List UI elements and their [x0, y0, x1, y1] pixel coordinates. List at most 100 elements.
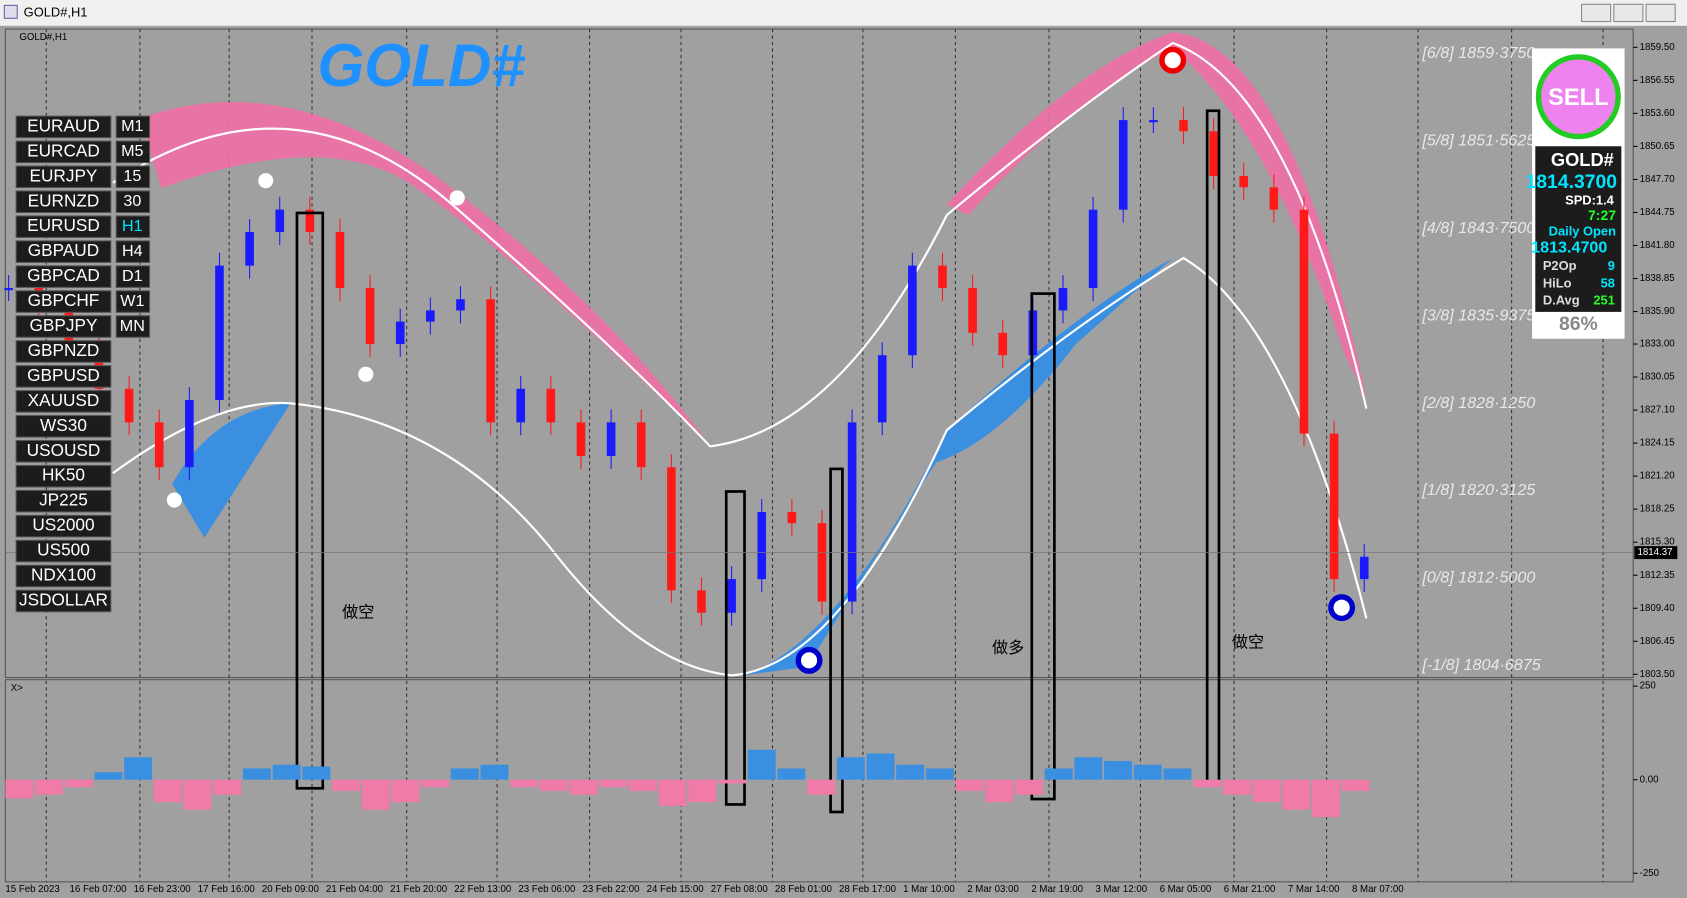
axes: 1859.50 1856.55 1853.60 1850.65 1847.70 1844.… [5, 42, 1678, 895]
timeframe-button[interactable] [115, 315, 151, 338]
candle [1179, 120, 1188, 132]
symbol-button[interactable] [15, 539, 112, 563]
symbol-label[interactable]: USOUSD [27, 440, 101, 460]
symbol-label[interactable]: GBPCAD [27, 265, 100, 285]
current-price-label: 1814.37 [1638, 547, 1673, 558]
symbol-label[interactable]: US500 [37, 540, 90, 560]
symbol-label[interactable]: GBPAUD [28, 240, 99, 260]
symbol-label[interactable]: JSDOLLAR [19, 590, 108, 610]
timeframe-label[interactable]: M5 [121, 142, 143, 160]
symbol-button[interactable] [15, 140, 112, 164]
y-tick-label: 1833.00 [1640, 339, 1675, 350]
timeframe-button[interactable] [115, 190, 151, 214]
osc-tick-label: 250 [1640, 681, 1656, 692]
symbol-button[interactable] [15, 464, 112, 488]
timeframe-label[interactable]: 15 [123, 167, 141, 185]
symbol-label[interactable]: EURAUD [27, 115, 100, 135]
timeframe-label[interactable]: W1 [120, 292, 144, 310]
symbol-button[interactable] [15, 365, 112, 388]
osc-bar [985, 779, 1014, 803]
candle [1088, 209, 1098, 289]
window-buttons[interactable] [1581, 3, 1676, 23]
osc-bar [1252, 779, 1281, 803]
x-tick-label: 23 Feb 06:00 [518, 884, 575, 895]
symbol-button[interactable] [15, 115, 112, 139]
candle [1058, 288, 1068, 311]
timeframe-button[interactable] [115, 265, 151, 288]
symbol-label[interactable]: WS30 [40, 415, 87, 435]
candle [4, 288, 13, 291]
panel-timer: 7:27 [1588, 207, 1616, 223]
candle [998, 332, 1008, 356]
symbol-label[interactable]: XAUUSD [28, 390, 100, 410]
timeframe-button[interactable] [115, 165, 151, 189]
timeframe-button[interactable] [115, 215, 151, 238]
osc-bar [955, 779, 984, 791]
x-tick-label: 21 Feb 04:00 [326, 884, 383, 895]
symbol-label[interactable]: EURUSD [27, 215, 100, 235]
candle [938, 265, 947, 289]
symbol-label[interactable]: JP225 [39, 490, 88, 510]
close-button[interactable] [1645, 3, 1676, 23]
osc-bar [1311, 779, 1340, 818]
symbol-list[interactable]: EURAUD EURCAD EURJPY EURNZD EURUSD GBPAUD GBPC… [15, 115, 151, 613]
symbol-label[interactable]: EURJPY [30, 165, 98, 185]
symbol-button[interactable] [15, 415, 112, 438]
candle [1329, 433, 1339, 580]
symbol-label[interactable]: GBPCHF [28, 290, 100, 310]
symbol-label[interactable]: GBPUSD [27, 365, 100, 385]
osc-bar [1193, 779, 1222, 788]
symbol-button[interactable] [15, 589, 112, 613]
symbol-button[interactable] [15, 340, 112, 363]
timeframe-label[interactable]: H1 [122, 217, 143, 235]
symbol-button[interactable] [15, 564, 112, 588]
symbol-label[interactable]: GBPNZD [28, 340, 100, 360]
osc-bar [925, 768, 954, 780]
timeframe-button[interactable] [115, 140, 151, 164]
timeframe-button[interactable] [115, 240, 151, 263]
signal-badge [1535, 54, 1621, 140]
osc-bar [1222, 779, 1251, 795]
symbol-label[interactable]: GBPJPY [30, 315, 98, 335]
symbol-button[interactable] [15, 439, 112, 463]
symbol-label[interactable]: HK50 [42, 465, 85, 485]
symbol-button[interactable] [15, 489, 112, 513]
x-tick-label: 20 Feb 09:00 [262, 884, 319, 895]
stat-label: P2Op [1543, 258, 1577, 273]
symbol-button[interactable] [15, 190, 112, 214]
symbol-button[interactable] [15, 315, 112, 338]
symbol-button[interactable] [15, 265, 112, 288]
timeframe-button[interactable] [115, 115, 151, 139]
timeframe-label[interactable]: M1 [121, 117, 143, 135]
osc-tick-label: -250 [1640, 868, 1659, 879]
timeframe-label[interactable]: MN [120, 317, 145, 335]
symbol-button[interactable] [15, 290, 112, 313]
symbol-button[interactable] [15, 165, 112, 189]
candle [787, 511, 797, 524]
panel-price: 1814.3700 [1526, 171, 1618, 193]
y-tick-label: 1824.15 [1640, 438, 1675, 449]
maximize-button[interactable] [1613, 3, 1644, 23]
symbol-button[interactable] [15, 390, 112, 413]
symbol-label[interactable]: EURCAD [27, 140, 100, 160]
symbol-label[interactable]: EURNZD [28, 190, 100, 210]
timeframe-button[interactable] [115, 290, 151, 313]
symbol-button[interactable] [15, 514, 112, 538]
y-tick-label: 1856.55 [1640, 75, 1675, 86]
osc-bar [361, 779, 390, 810]
timeframe-label[interactable]: 30 [123, 192, 141, 210]
minimize-button[interactable] [1581, 3, 1612, 23]
timeframe-label[interactable]: D1 [122, 267, 143, 285]
symbol-button[interactable] [15, 215, 112, 238]
candle [456, 299, 465, 311]
candle [1118, 120, 1128, 210]
timeframe-label[interactable]: H4 [122, 242, 143, 260]
candle [245, 232, 254, 266]
symbol-label[interactable]: US2000 [32, 515, 94, 535]
stat-label: HiLo [1543, 275, 1572, 290]
candle [1269, 187, 1279, 210]
osc-bar [510, 779, 539, 788]
symbol-button[interactable] [15, 240, 112, 263]
symbol-label[interactable]: NDX100 [31, 565, 96, 585]
level-label: [6/8] 1859·3750 [1421, 44, 1535, 62]
